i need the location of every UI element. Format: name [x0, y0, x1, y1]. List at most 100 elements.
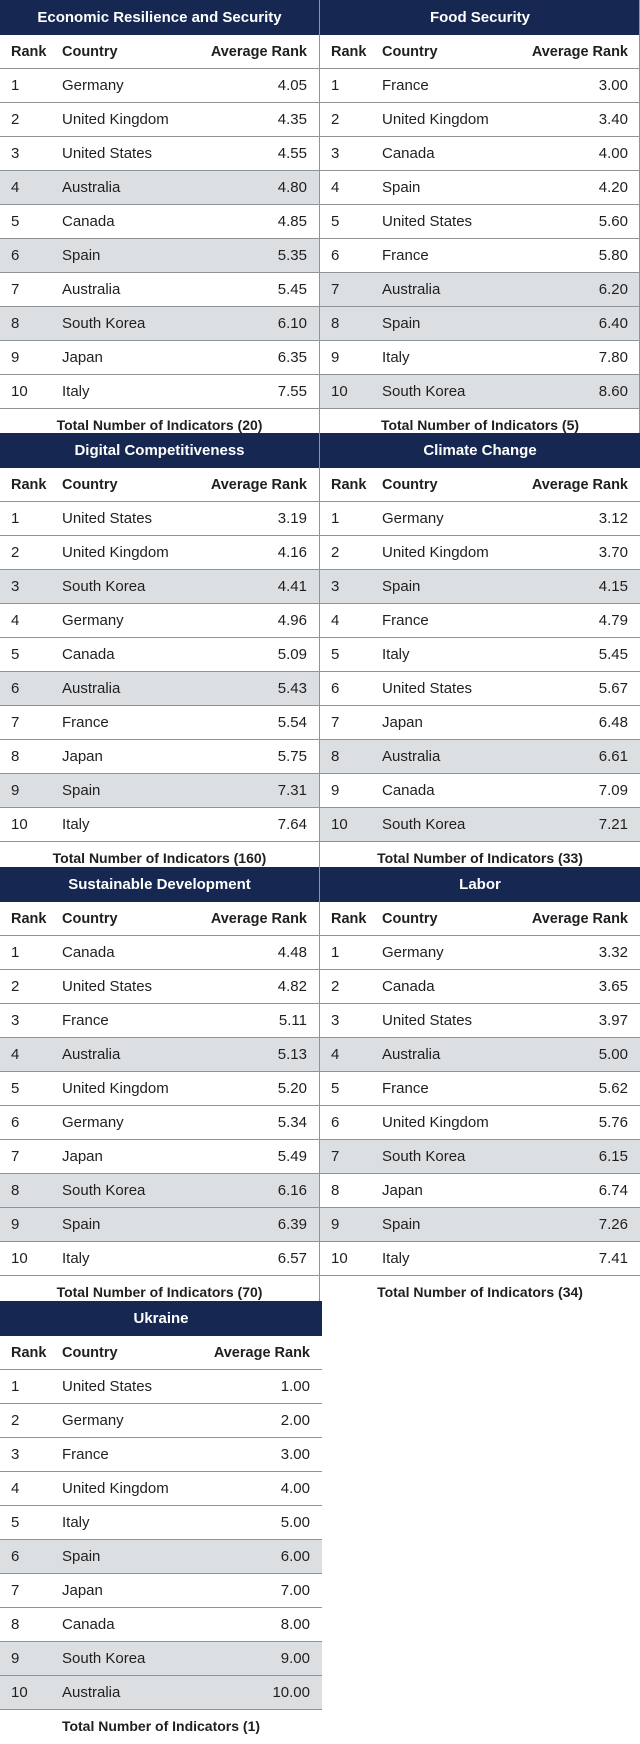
- table-row: 9 Spain 7.26: [320, 1208, 640, 1242]
- average-rank-cell: 3.32: [598, 944, 628, 961]
- average-rank-cell: 5.62: [598, 1080, 628, 1097]
- rank-cell: 9: [11, 349, 20, 366]
- table-title: Food Security: [320, 0, 640, 35]
- table-row: 3 United States 4.55: [0, 137, 319, 171]
- table-header-row: Rank Country Average Rank: [320, 468, 640, 502]
- table-row: 6 Australia 5.43: [0, 672, 319, 706]
- rank-cell: 10: [11, 1684, 28, 1701]
- country-cell: Italy: [382, 1250, 410, 1267]
- rank-cell: 5: [11, 1080, 20, 1097]
- table-row: 10 South Korea 8.60: [320, 375, 640, 409]
- average-rank-cell: 7.55: [277, 383, 307, 400]
- table-row: 5 Canada 4.85: [0, 205, 319, 239]
- country-cell: United States: [62, 145, 153, 162]
- table-row: 9 Italy 7.80: [320, 341, 640, 375]
- country-cell: Italy: [382, 646, 410, 663]
- country-cell: Australia: [62, 281, 121, 298]
- rank-cell: 1: [331, 77, 340, 94]
- header-country: Country: [62, 43, 118, 60]
- country-cell: Canada: [62, 1616, 115, 1633]
- table-row: 5 United States 5.60: [320, 205, 640, 239]
- table-title: Sustainable Development: [0, 867, 319, 902]
- header-country: Country: [382, 910, 438, 927]
- average-rank-cell: 7.31: [277, 782, 307, 799]
- average-rank-cell: 3.97: [598, 1012, 628, 1029]
- average-rank-cell: 5.11: [278, 1012, 307, 1029]
- country-cell: Germany: [382, 944, 444, 961]
- average-rank-cell: 4.00: [598, 145, 628, 162]
- rank-cell: 7: [331, 1148, 340, 1165]
- rank-cell: 7: [11, 281, 20, 298]
- table-row: 6 France 5.80: [320, 239, 640, 273]
- rank-cell: 6: [11, 1114, 20, 1131]
- rank-cell: 4: [11, 612, 20, 629]
- average-rank-cell: 5.09: [277, 646, 307, 663]
- average-rank-cell: 4.15: [598, 578, 628, 595]
- column-divider: [319, 433, 320, 867]
- country-cell: Australia: [62, 179, 121, 196]
- total-indicators: Total Number of Indicators (34): [377, 1284, 583, 1300]
- header-average-rank: Average Rank: [210, 910, 307, 927]
- table-row: 10 Italy 7.64: [0, 808, 319, 842]
- average-rank-cell: 7.00: [280, 1582, 310, 1599]
- table-row: 8 Japan 5.75: [0, 740, 319, 774]
- rank-cell: 7: [11, 714, 20, 731]
- table-row: 1 France 3.00: [320, 69, 640, 103]
- table-row: 4 United Kingdom 4.00: [0, 1472, 322, 1506]
- total-indicators: Total Number of Indicators (160): [52, 850, 267, 866]
- rank-cell: 2: [331, 978, 340, 995]
- rank-cell: 6: [331, 1114, 340, 1131]
- rank-cell: 5: [331, 646, 340, 663]
- country-cell: Japan: [382, 714, 423, 731]
- table-row: 5 United Kingdom 5.20: [0, 1072, 319, 1106]
- header-average-rank: Average Rank: [210, 43, 307, 60]
- header-average-rank: Average Rank: [531, 910, 628, 927]
- rank-cell: 6: [11, 247, 20, 264]
- table-header-row: Rank Country Average Rank: [320, 902, 640, 936]
- rank-cell: 3: [11, 145, 20, 162]
- header-average-rank: Average Rank: [531, 476, 628, 493]
- table-row: 8 Australia 6.61: [320, 740, 640, 774]
- average-rank-cell: 8.60: [598, 383, 628, 400]
- table-row: 1 Germany 3.32: [320, 936, 640, 970]
- rank-cell: 1: [11, 944, 20, 961]
- table-row: 10 Italy 6.57: [0, 1242, 319, 1276]
- rank-cell: 8: [11, 315, 20, 332]
- average-rank-cell: 5.45: [598, 646, 628, 663]
- rank-cell: 8: [11, 748, 20, 765]
- rank-cell: 10: [331, 816, 348, 833]
- table-row: 4 Germany 4.96: [0, 604, 319, 638]
- table-row: 1 United States 1.00: [0, 1370, 322, 1404]
- rank-cell: 3: [11, 1012, 20, 1029]
- country-cell: Germany: [62, 1114, 124, 1131]
- average-rank-cell: 5.67: [598, 680, 628, 697]
- total-indicators: Total Number of Indicators (5): [380, 417, 580, 433]
- average-rank-cell: 4.20: [598, 179, 628, 196]
- country-cell: France: [382, 247, 429, 264]
- table-row: 4 Spain 4.20: [320, 171, 640, 205]
- column-divider: [319, 867, 320, 1301]
- table-row: 9 Spain 6.39: [0, 1208, 319, 1242]
- ranking-table: Ukraine Rank Country Average Rank 1 United St…: [0, 1301, 322, 1742]
- average-rank-cell: 7.64: [277, 816, 307, 833]
- rank-cell: 9: [331, 1216, 340, 1233]
- rank-cell: 2: [11, 1412, 20, 1429]
- average-rank-cell: 5.76: [598, 1114, 628, 1131]
- average-rank-cell: 9.00: [280, 1650, 310, 1667]
- table-row: 4 Australia 4.80: [0, 171, 319, 205]
- ranking-table: Food Security Rank Country Average Rank 1 Fra…: [320, 0, 640, 441]
- country-cell: Spain: [62, 782, 101, 799]
- table-header-row: Rank Country Average Rank: [0, 1336, 322, 1370]
- column-divider: [319, 0, 320, 433]
- country-cell: United Kingdom: [382, 544, 489, 561]
- rank-cell: 6: [331, 247, 340, 264]
- average-rank-cell: 10.00: [272, 1684, 310, 1701]
- country-cell: France: [62, 1012, 109, 1029]
- table-row: 8 Spain 6.40: [320, 307, 640, 341]
- country-cell: United States: [382, 680, 473, 697]
- average-rank-cell: 5.20: [277, 1080, 307, 1097]
- rank-cell: 10: [331, 1250, 348, 1267]
- rank-cell: 4: [11, 1046, 20, 1063]
- average-rank-cell: 6.35: [277, 349, 307, 366]
- country-cell: United States: [62, 978, 153, 995]
